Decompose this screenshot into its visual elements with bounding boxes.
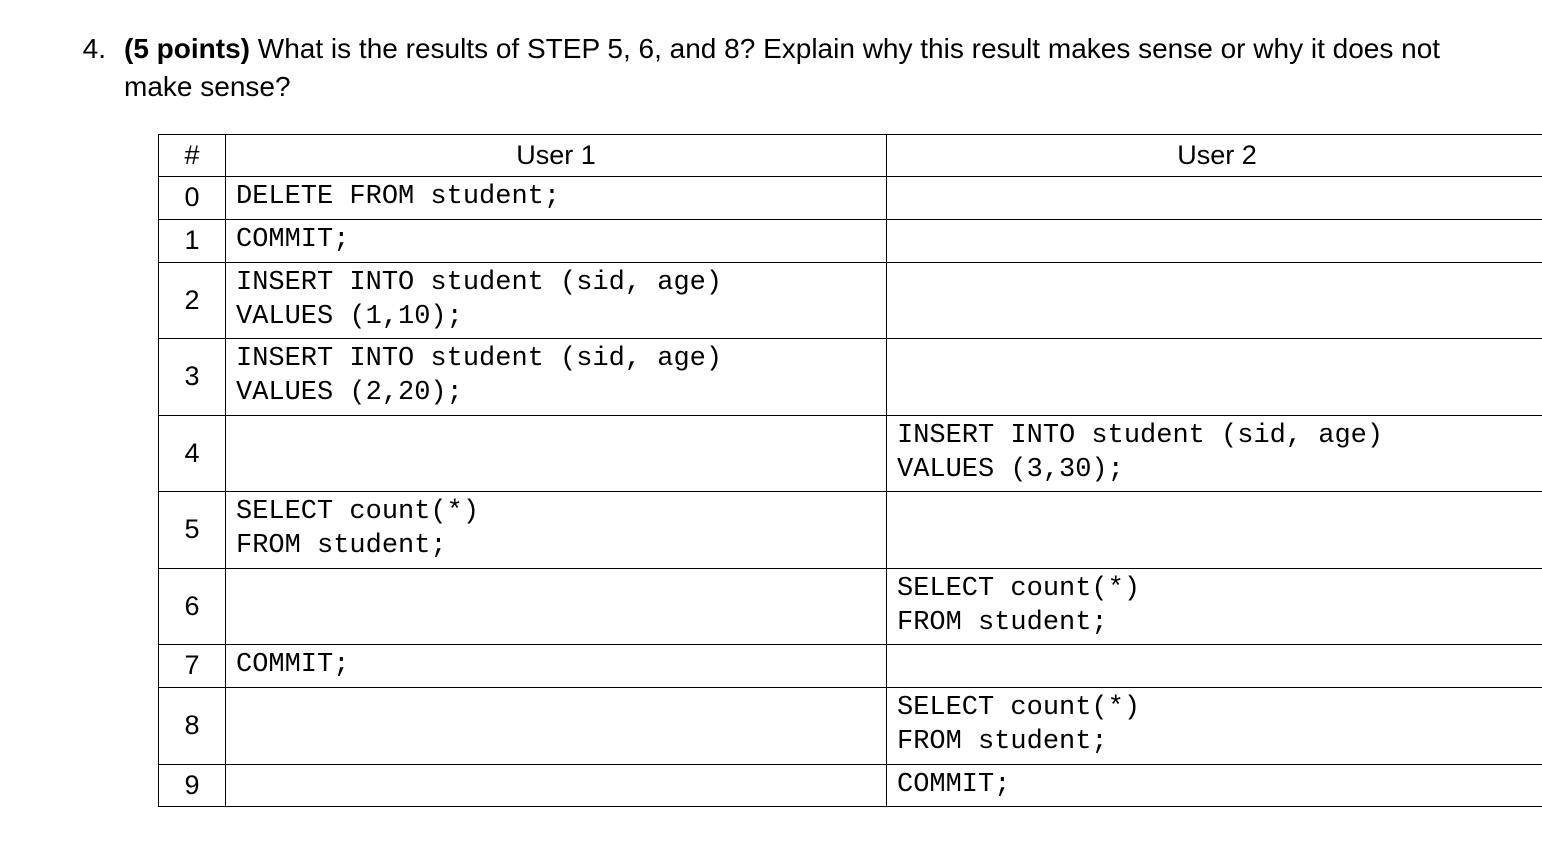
- table-row: 0 DELETE FROM student;: [159, 177, 1542, 220]
- header-num: #: [159, 134, 226, 177]
- row-user1: DELETE FROM student;: [226, 177, 887, 220]
- row-user2: COMMIT;: [887, 764, 1542, 807]
- row-num: 2: [159, 262, 226, 339]
- row-user2: [887, 262, 1542, 339]
- row-num: 4: [159, 415, 226, 492]
- header-user2: User 2: [887, 134, 1542, 177]
- row-num: 8: [159, 688, 226, 765]
- question-text: What is the results of STEP 5, 6, and 8?…: [124, 33, 1440, 102]
- row-user1: INSERT INTO student (sid, age) VALUES (1…: [226, 262, 887, 339]
- table-row: 8 SELECT count(*) FROM student;: [159, 688, 1542, 765]
- header-user1: User 1: [226, 134, 887, 177]
- question-body: (5 points) What is the results of STEP 5…: [124, 30, 1482, 106]
- row-num: 3: [159, 339, 226, 416]
- row-user1: [226, 415, 887, 492]
- question-points: (5 points): [124, 33, 250, 64]
- row-user1: COMMIT;: [226, 220, 887, 263]
- row-user2: INSERT INTO student (sid, age) VALUES (3…: [887, 415, 1542, 492]
- row-user2: [887, 177, 1542, 220]
- row-user1: COMMIT;: [226, 645, 887, 688]
- row-user1: [226, 568, 887, 645]
- row-user2: [887, 339, 1542, 416]
- table-body: 0 DELETE FROM student; 1 COMMIT; 2 INSER…: [159, 177, 1542, 807]
- row-num: 0: [159, 177, 226, 220]
- table-row: 5 SELECT count(*) FROM student;: [159, 492, 1542, 569]
- row-user1: SELECT count(*) FROM student;: [226, 492, 887, 569]
- steps-table: # User 1 User 2 0 DELETE FROM student; 1…: [158, 134, 1542, 808]
- row-num: 6: [159, 568, 226, 645]
- row-num: 5: [159, 492, 226, 569]
- row-num: 9: [159, 764, 226, 807]
- row-num: 7: [159, 645, 226, 688]
- table-row: 6 SELECT count(*) FROM student;: [159, 568, 1542, 645]
- row-user2: SELECT count(*) FROM student;: [887, 688, 1542, 765]
- row-user1: [226, 688, 887, 765]
- row-user2: [887, 220, 1542, 263]
- table-row: 4 INSERT INTO student (sid, age) VALUES …: [159, 415, 1542, 492]
- table-header-row: # User 1 User 2: [159, 134, 1542, 177]
- table-row: 9 COMMIT;: [159, 764, 1542, 807]
- table-row: 2 INSERT INTO student (sid, age) VALUES …: [159, 262, 1542, 339]
- table-row: 3 INSERT INTO student (sid, age) VALUES …: [159, 339, 1542, 416]
- row-user2: [887, 645, 1542, 688]
- row-user1: [226, 764, 887, 807]
- row-user2: [887, 492, 1542, 569]
- row-user1: INSERT INTO student (sid, age) VALUES (2…: [226, 339, 887, 416]
- table-row: 7 COMMIT;: [159, 645, 1542, 688]
- question-block: 4. (5 points) What is the results of STE…: [60, 30, 1482, 106]
- row-num: 1: [159, 220, 226, 263]
- question-number: 4.: [60, 30, 124, 68]
- row-user2: SELECT count(*) FROM student;: [887, 568, 1542, 645]
- page-root: 4. (5 points) What is the results of STE…: [0, 0, 1542, 850]
- table-row: 1 COMMIT;: [159, 220, 1542, 263]
